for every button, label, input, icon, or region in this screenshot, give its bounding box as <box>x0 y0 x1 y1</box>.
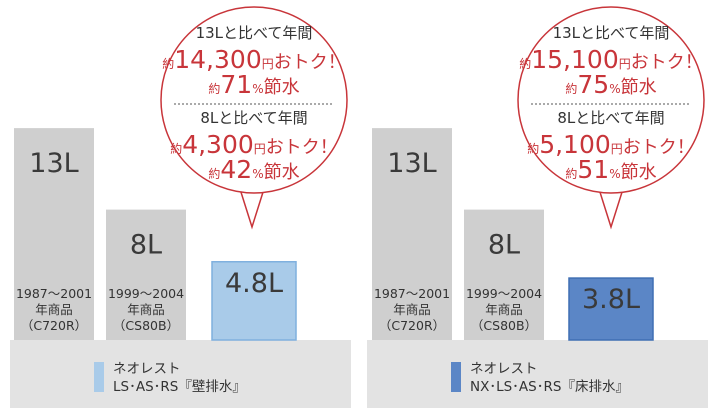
legend-label: ネオレスト <box>113 361 181 377</box>
yen-unit: 円 <box>254 142 266 156</box>
saving-percent: 51 <box>577 155 609 184</box>
saving-suffix: 節水 <box>264 162 300 183</box>
saving-percent: 71 <box>220 70 252 99</box>
approx-label: 約 <box>162 56 174 71</box>
product-label: 年商品 <box>485 302 523 317</box>
callout-header: 8Lと比べて年間 <box>200 109 307 127</box>
bar-1 <box>372 128 452 340</box>
approx-label: 約 <box>170 141 182 156</box>
baseline-band <box>367 340 708 408</box>
legend-label: NX･LS･AS･RS『床排水』 <box>470 379 629 395</box>
callout-water-saving: 約42%節水 <box>208 155 299 184</box>
yen-unit: 円 <box>611 142 623 156</box>
callout-tail <box>238 188 266 230</box>
approx-label: 約 <box>208 81 220 96</box>
saving-percent: 42 <box>220 155 252 184</box>
approx-label: 約 <box>208 166 220 181</box>
callout-water-saving: 約75%節水 <box>565 70 656 99</box>
baseline-band <box>10 340 351 408</box>
savings-suffix: おトク！ <box>274 52 346 73</box>
approx-label: 約 <box>527 141 539 156</box>
callout-circle <box>517 6 705 194</box>
savings-amount: 14,300 <box>174 45 261 74</box>
bar-1 <box>14 128 94 340</box>
savings-amount: 15,100 <box>531 45 618 74</box>
bar-3 <box>211 261 297 341</box>
callout-header: 8Lと比べて年間 <box>557 109 664 127</box>
savings-amount: 5,100 <box>539 130 611 159</box>
callout-savings-yen: 約15,100円おトク！ <box>519 45 703 74</box>
callout-water-saving: 約51%節水 <box>565 155 656 184</box>
callout-tail-join <box>600 185 622 191</box>
legend-swatch <box>451 362 461 392</box>
savings-suffix: おトク！ <box>623 137 695 158</box>
product-label: 1987〜2001 <box>374 286 450 301</box>
savings-suffix: おトク！ <box>266 137 338 158</box>
product-label: （CS80B） <box>113 318 179 333</box>
product-label: （C720R） <box>21 318 87 333</box>
bar-value-label: 8L <box>130 230 162 261</box>
chart-panel-1: 13L1987〜2001年商品（C720R）8L1999〜2004年商品（CS8… <box>10 6 351 408</box>
product-label: 年商品 <box>35 302 73 317</box>
callout-savings-yen: 約4,300円おトク！ <box>170 130 338 159</box>
callout-savings-yen: 約14,300円おトク！ <box>162 45 346 74</box>
percent-unit: % <box>609 82 620 96</box>
bar-value-label: 13L <box>387 148 436 179</box>
product-label: （C720R） <box>379 318 445 333</box>
bar-value-label: 13L <box>29 148 78 179</box>
legend-label: LS･AS･RS『壁排水』 <box>113 379 246 395</box>
yen-unit: 円 <box>262 57 274 71</box>
callout-header: 13Lと比べて年間 <box>553 24 670 42</box>
bar-value-label: 3.8L <box>582 284 640 315</box>
legend-swatch <box>94 362 104 392</box>
product-label: 1999〜2004 <box>108 286 184 301</box>
callout-header: 13Lと比べて年間 <box>196 24 313 42</box>
legend-label: ネオレスト <box>470 361 538 377</box>
saving-percent: 75 <box>577 70 609 99</box>
bar-value-label: 4.8L <box>225 268 283 299</box>
savings-amount: 4,300 <box>182 130 254 159</box>
bar-value-label: 8L <box>488 230 520 261</box>
callout-savings-yen: 約5,100円おトク！ <box>527 130 695 159</box>
approx-label: 約 <box>519 56 531 71</box>
saving-suffix: 節水 <box>621 77 657 98</box>
product-label: 1987〜2001 <box>16 286 92 301</box>
bar-3 <box>568 277 654 341</box>
product-label: 1999〜2004 <box>466 286 542 301</box>
chart-panel-2: 13L1987〜2001年商品（C720R）8L1999〜2004年商品（CS8… <box>367 6 708 408</box>
bar-2 <box>464 209 544 340</box>
percent-unit: % <box>252 82 263 96</box>
approx-label: 約 <box>565 166 577 181</box>
callout-tail-join <box>241 185 263 191</box>
approx-label: 約 <box>565 81 577 96</box>
bar-2 <box>106 209 186 340</box>
saving-suffix: 節水 <box>264 77 300 98</box>
savings-suffix: おトク！ <box>631 52 703 73</box>
product-label: （CS80B） <box>471 318 537 333</box>
yen-unit: 円 <box>619 57 631 71</box>
product-label: 年商品 <box>127 302 165 317</box>
percent-unit: % <box>609 167 620 181</box>
percent-unit: % <box>252 167 263 181</box>
callout-circle <box>160 6 348 194</box>
saving-suffix: 節水 <box>621 162 657 183</box>
product-label: 年商品 <box>393 302 431 317</box>
callout-water-saving: 約71%節水 <box>208 70 299 99</box>
callout-tail <box>597 188 625 230</box>
